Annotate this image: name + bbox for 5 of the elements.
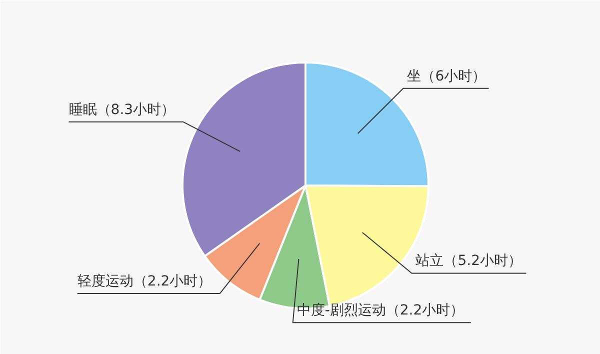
slice-label: 睡眠（8.3小时） (68, 102, 176, 118)
slice-label: 轻度运动（2.2小时） (77, 273, 212, 290)
slice-label: 中度-剧烈运动（2.2小时） (296, 302, 464, 319)
slice-label: 站立（5.2小时） (416, 253, 522, 270)
slice-label: 坐（6小时） (407, 68, 486, 84)
